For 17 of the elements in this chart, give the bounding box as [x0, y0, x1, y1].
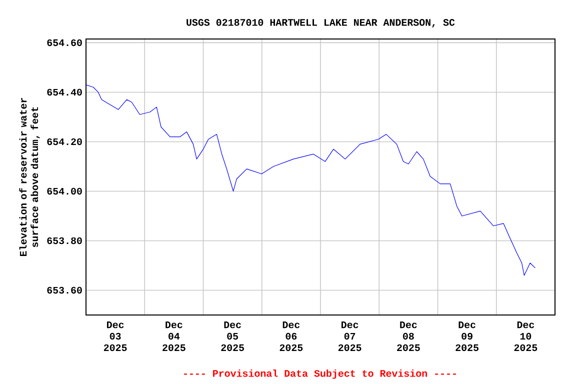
y-tick-label: 654.00 — [47, 188, 82, 195]
x-tick-label: Dec 03 2025 — [104, 322, 127, 352]
x-tick-label: Dec 08 2025 — [397, 322, 420, 352]
x-tick-label: Dec 10 2025 — [514, 322, 538, 352]
y-tick-label: 654.20 — [47, 138, 82, 146]
x-tick-label: Dec 05 2025 — [221, 322, 244, 352]
y-tick-label: 653.60 — [47, 286, 82, 294]
text: ---- Provisional Data Subject to Revision ---- — [184, 370, 456, 379]
x-tick-label: Dec 04 2025 — [162, 322, 186, 352]
y-tick-label: 654.60 — [47, 39, 82, 46]
y-tick-label: 653.80 — [47, 237, 82, 244]
x-tick-label: Dec 09 2025 — [456, 322, 479, 352]
x-tick-label: Dec 07 2025 — [338, 322, 362, 352]
y-axis-title: Elevation of reservoir water surface above datum, feet — [19, 98, 40, 256]
x-tick-label: Dec 06 2025 — [280, 322, 303, 352]
chart-title: USGS 02187010 HARTWELL LAKE NEAR ANDERSON, SC — [186, 19, 455, 28]
y-tick-label: 654.40 — [47, 88, 82, 96]
